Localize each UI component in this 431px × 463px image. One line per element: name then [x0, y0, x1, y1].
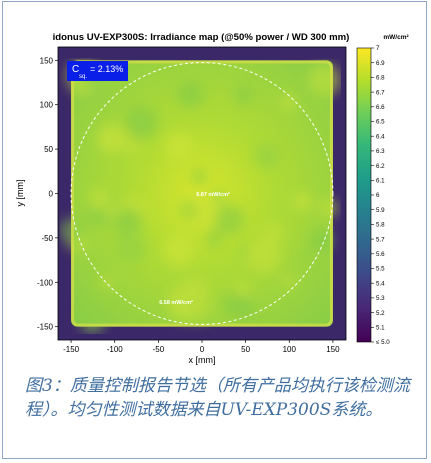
- y-tick-label: 0: [49, 190, 54, 199]
- x-tick-label: 0: [200, 345, 205, 354]
- uniformity-badge: C sq. = 2.13%: [67, 61, 128, 81]
- heatmap-blob: [263, 222, 284, 244]
- edge-value-label: 6.58 mW/cm²: [159, 299, 193, 306]
- heatmap-blob: [246, 238, 282, 274]
- figure-frame: idonus UV-EXP300S: Irradiance map (@50% …: [2, 1, 427, 459]
- x-tick-label: -100: [107, 345, 124, 354]
- heatmap-blob: [282, 275, 295, 289]
- heatmap-blob: [213, 204, 245, 235]
- heatmap-blob: [88, 188, 111, 211]
- x-tick-label: -150: [63, 345, 80, 354]
- colorbar-tick-label: 6.2: [376, 163, 385, 170]
- heatmap-blob: [206, 230, 223, 247]
- colorbar-tick-label: 5.8: [376, 222, 385, 229]
- colorbar-tick-label: 7: [376, 45, 380, 52]
- colorbar-tick-label: 5.7: [376, 236, 385, 243]
- heatmap-blob: [163, 235, 195, 267]
- heatmap-blob: [113, 207, 142, 237]
- heatmap-blob: [223, 292, 246, 315]
- heatmap-blob: [235, 86, 253, 104]
- x-tick-label: 50: [241, 345, 250, 354]
- colorbar-tick-label: 5.3: [376, 295, 385, 302]
- y-tick-label: 150: [40, 56, 54, 65]
- heatmap-blob: [179, 200, 199, 219]
- colorbar-tick-label: 5.2: [376, 310, 385, 317]
- colorbar-gradient: [356, 47, 372, 343]
- colorbar-tick-label: 5.4: [376, 280, 385, 287]
- colorbar-tick-label: 6.1: [376, 178, 385, 185]
- colorbar-tick-label: 5.5: [376, 266, 385, 273]
- x-axis: -150 -100 -50 0 50 100 150: [63, 340, 340, 354]
- heatmap-blob: [254, 143, 280, 169]
- y-tick-label: -150: [37, 323, 54, 332]
- colorbar-ticks: 7 6.9 6.8 6.7 6.6 6.5 6.4 6.3 6.2 6.1 6 5.9 5.8 5.7 5.…: [371, 45, 390, 346]
- uniformity-subscript: sq.: [79, 74, 87, 80]
- uniformity-circle: [70, 62, 334, 325]
- colorbar-tick-label: 5.9: [376, 207, 385, 214]
- y-tick-label: -50: [41, 234, 53, 243]
- x-tick-label: -50: [153, 345, 165, 354]
- heatmap-texture: [59, 58, 341, 334]
- heatmap-blob: [280, 94, 297, 110]
- y-tick-label: 50: [44, 145, 53, 154]
- y-tick-label: 100: [40, 101, 54, 110]
- heatmap-blob: [177, 81, 204, 108]
- heatmap-blob: [115, 232, 147, 264]
- center-value-label: 6.87 mW/cm²: [196, 191, 230, 198]
- irradiance-chart: idonus UV-EXP300S: Irradiance map (@50% …: [3, 2, 428, 374]
- colorbar-tick-label: ≤ 5.0: [376, 339, 390, 346]
- heatmap-blob: [308, 63, 341, 97]
- colorbar-tick-label: 5.6: [376, 251, 385, 258]
- colorbar-tick-label: 5.1: [376, 325, 385, 332]
- colorbar-tick-label: 6.9: [376, 60, 385, 67]
- x-tick-label: 100: [283, 345, 297, 354]
- heatmap-blob: [100, 276, 113, 289]
- colorbar-tick-label: 6.3: [376, 148, 385, 155]
- y-axis-label: y [mm]: [15, 180, 25, 207]
- heatmap-blob: [80, 308, 105, 334]
- colorbar-unit: mW/cm²: [383, 34, 409, 41]
- colorbar-tick-label: 6.5: [376, 119, 385, 126]
- heatmap-blob: [192, 169, 207, 185]
- heatmap-blob: [125, 106, 159, 139]
- uniformity-symbol: C: [72, 64, 79, 75]
- heatmap-edge-glow: [71, 60, 333, 327]
- colorbar-tick-label: 6.4: [376, 133, 385, 140]
- colorbar-tick-label: 6.6: [376, 104, 385, 111]
- heatmap-blob: [124, 139, 141, 156]
- heatmap-blob: [293, 192, 312, 211]
- heatmap-blob: [165, 131, 193, 160]
- x-tick-label: 150: [326, 345, 340, 354]
- heatmap-blob: [299, 249, 313, 263]
- heatmap-blob: [188, 299, 210, 320]
- colorbar-tick-label: 6: [376, 192, 380, 199]
- colorbar-tick-label: 6.7: [376, 89, 385, 96]
- chart-svg: idonus UV-EXP300S: Irradiance map (@50% …: [15, 32, 409, 365]
- figure-caption: 图3：质量控制报告节选（所有产品均执行该检测流程）。均匀性测试数据来自UV-EX…: [25, 376, 410, 420]
- heatmap-blob: [320, 199, 338, 217]
- colorbar-tick-label: 6.8: [376, 75, 385, 82]
- uniformity-value: = 2.13%: [90, 64, 123, 74]
- heatmap-blob: [97, 123, 126, 153]
- y-tick-label: -100: [37, 278, 54, 287]
- y-axis: 150 100 50 0 -50 -100 -150: [37, 56, 58, 332]
- x-axis-label: x [mm]: [189, 355, 216, 365]
- chart-title: idonus UV-EXP300S: Irradiance map (@50% …: [53, 32, 350, 43]
- heatmap-blob: [309, 228, 333, 252]
